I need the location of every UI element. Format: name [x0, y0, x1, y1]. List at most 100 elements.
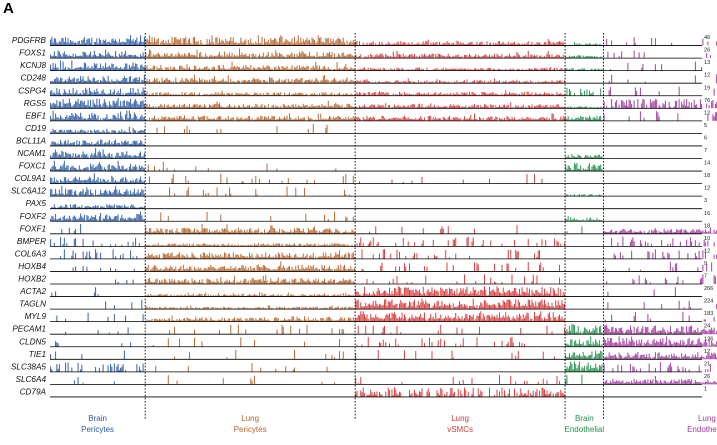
spikes-lung_pericytes: [145, 61, 356, 71]
max-value-label: 14: [704, 161, 710, 167]
spikes-lung_pericytes: [145, 74, 356, 84]
group-label-lung_pericytes-sub: Pericytes: [234, 425, 267, 434]
spikes-lung_endothelial: [603, 98, 717, 109]
spikes-lung_pericytes: [145, 48, 356, 59]
spikes-brain_pericytes: [56, 312, 144, 322]
spikes-lung_pericytes: [174, 349, 344, 360]
spikes-brain_pericytes: [115, 279, 134, 284]
group-label-brain_pericytes: Brain: [88, 414, 107, 423]
spikes-brain_endothelial: [565, 67, 603, 71]
max-value-label: 46: [704, 35, 710, 41]
spikes-lung_endothelial: [603, 111, 717, 121]
gene-label: HOXB4: [18, 262, 46, 271]
spikes-lung_vsmcs: [355, 90, 565, 96]
max-value-label: 16: [704, 211, 710, 217]
max-value-label: 18: [704, 223, 710, 229]
gene-label: FOXF1: [20, 224, 46, 233]
spikes-brain_endothelial: [565, 336, 603, 347]
spikes-brain_pericytes: [50, 350, 125, 360]
gene-label: FOXC1: [19, 162, 46, 171]
spikes-lung_endothelial: [607, 50, 711, 59]
spikes-brain_pericytes: [50, 87, 145, 96]
group-label-lung_vsmcs-sub: vSMCs: [447, 425, 473, 434]
max-value-label: 183: [704, 311, 713, 317]
track-row-foxc1: FOXC1 14: [19, 160, 710, 172]
gene-label: FOXF2: [20, 212, 47, 221]
track-row-hoxb4: HOXB4 9: [18, 261, 713, 272]
spikes-lung_endothelial: [606, 274, 716, 284]
track-row-col6a3: COL6A3 12: [15, 248, 717, 260]
max-value-label: 12: [704, 110, 710, 116]
max-value-label: 13: [704, 60, 710, 66]
spikes-brain_pericytes: [50, 185, 145, 197]
track-row-slc6a4: SLC6A4 26: [16, 374, 717, 385]
spikes-lung_vsmcs: [355, 311, 565, 322]
spikes-lung_pericytes: [145, 223, 356, 234]
spikes-lung_pericytes: [145, 113, 356, 121]
spikes-lung_endothelial: [603, 376, 717, 385]
gene-label: NCAM1: [17, 149, 46, 158]
spikes-lung_endothelial: [603, 362, 711, 372]
spikes-lung_pericytes: [147, 161, 337, 172]
spikes-lung_pericytes: [145, 243, 356, 247]
spikes-brain_endothelial: [565, 323, 603, 335]
spikes-lung_endothelial: [606, 37, 717, 46]
max-value-label: 26: [704, 374, 710, 380]
spikes-lung_endothelial: [604, 311, 715, 322]
max-value-label: 24: [704, 324, 710, 330]
max-value-label: 224: [704, 299, 713, 305]
spikes-lung_pericytes: [145, 101, 356, 109]
spikes-lung_vsmcs: [355, 387, 565, 397]
gene-label: ACTA2: [19, 287, 46, 296]
spikes-brain_endothelial: [565, 361, 603, 372]
spikes-lung_pericytes: [155, 363, 328, 372]
max-value-label: 5: [704, 123, 707, 129]
spikes-brain_pericytes: [50, 160, 145, 172]
track-row-foxf1: FOXF1 18: [20, 223, 717, 235]
spikes-brain_pericytes: [50, 97, 145, 109]
gene-label: RGS5: [24, 99, 47, 108]
gene-label: SLC6A4: [16, 375, 47, 384]
gene-label: SLC38A5: [11, 362, 46, 371]
spikes-lung_endothelial: [607, 287, 676, 297]
spikes-lung_pericytes: [145, 90, 356, 96]
max-value-label: 3: [704, 198, 707, 204]
max-value-label: 12: [704, 186, 710, 192]
spikes-lung_pericytes: [169, 324, 344, 335]
gene-label: TIE1: [29, 350, 46, 359]
spikes-lung_vsmcs: [356, 236, 565, 247]
max-value-label: 76: [704, 98, 710, 104]
gene-label: COL9A1: [15, 174, 46, 183]
max-value-label: 10: [704, 236, 710, 242]
spikes-lung_pericytes: [145, 315, 356, 322]
track-row-acta2: ACTA2 266: [19, 286, 713, 297]
gene-label: SLC6A12: [11, 187, 46, 196]
track-row-pecam1: PECAM1 24: [12, 324, 717, 335]
spikes-brain_pericytes: [50, 362, 144, 372]
spikes-brain_pericytes: [65, 327, 129, 335]
spikes-lung_pericytes: [146, 292, 356, 297]
max-value-label: 266: [704, 286, 713, 292]
panel-label: A: [3, 0, 14, 17]
spikes-brain_pericytes: [50, 49, 145, 59]
track-row-slc38a5: SLC38A5 21: [11, 361, 711, 373]
group-label-lung_pericytes: Lung: [241, 414, 259, 423]
spikes-lung_endothelial: [604, 261, 713, 272]
spikes-brain_pericytes: [50, 211, 145, 222]
spikes-lung_vsmcs: [368, 225, 518, 234]
spikes-lung_pericytes: [145, 274, 356, 284]
spikes-brain_endothelial: [565, 154, 603, 159]
gene-label: PECAM1: [12, 325, 46, 334]
spikes-lung_endothelial: [608, 74, 717, 84]
gene-label: MYL9: [25, 312, 47, 321]
spikes-lung_vsmcs: [366, 274, 560, 284]
spikes-brain_pericytes: [50, 139, 145, 146]
spikes-lung_pericytes: [145, 261, 356, 272]
group-label-brain_endothelial-sub: Endothelial: [565, 425, 605, 434]
spikes-brain_pericytes: [55, 341, 132, 347]
gene-label: CD248: [21, 74, 47, 83]
max-value-label: 12: [704, 73, 710, 79]
spikes-brain_endothelial: [565, 115, 603, 121]
spikes-brain_endothelial: [565, 42, 603, 46]
max-value-label: 12: [704, 349, 710, 355]
